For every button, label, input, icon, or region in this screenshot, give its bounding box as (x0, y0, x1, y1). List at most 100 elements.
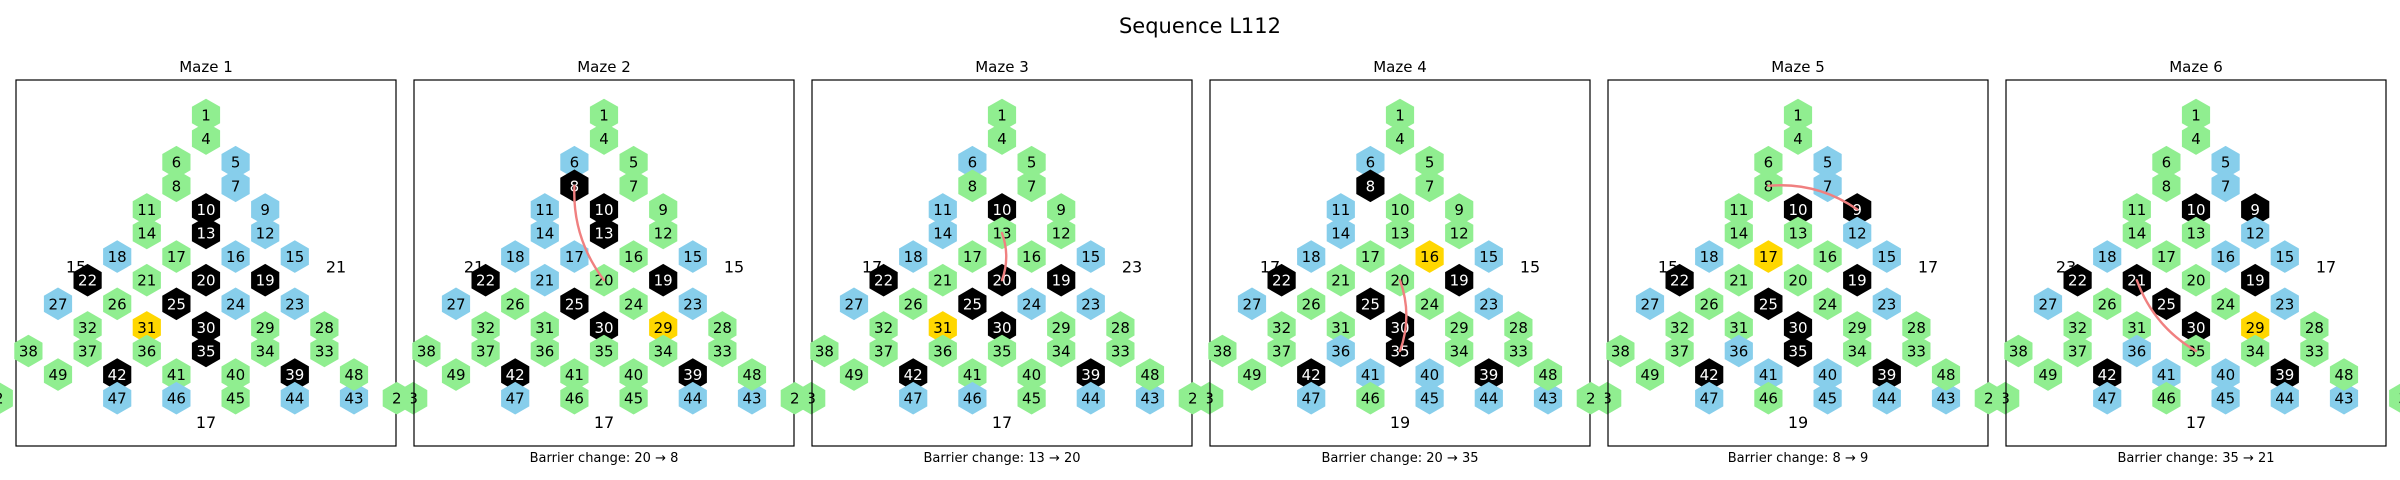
maze-cell: 11 (530, 193, 559, 226)
hex-cell-shape (191, 263, 221, 297)
hex-cell-shape (1135, 358, 1165, 391)
cell-number: 8 (172, 177, 182, 195)
cell-number: 2 (790, 390, 800, 408)
hex-cell-shape (1415, 381, 1444, 415)
maze-cell: 36 (132, 334, 161, 368)
maze-cell: 40 (2211, 358, 2240, 391)
maze-cell: 47 (1297, 381, 1326, 415)
hex-cell-shape (1385, 122, 1415, 155)
hex-cell-shape (1385, 193, 1415, 226)
maze-cell: 16 (1017, 240, 1046, 273)
hex-cell-shape (1208, 334, 1237, 368)
hex-cell-shape (958, 240, 987, 273)
hex-cell-shape (221, 358, 250, 391)
hex-cell-shape (1106, 311, 1135, 344)
hex-cell-shape (2181, 311, 2211, 344)
hex-cell-shape (928, 216, 957, 250)
maze-cell: 15 (678, 240, 707, 273)
maze-cell: 44 (1474, 381, 1503, 415)
cell-number: 45 (1022, 390, 1041, 408)
cell-number: 33 (2305, 343, 2324, 361)
cell-number: 32 (1670, 319, 1689, 337)
cell-number: 11 (535, 201, 554, 219)
hex-cell-shape (869, 311, 898, 344)
maze-cell: 18 (103, 240, 132, 273)
maze-cell: 47 (501, 381, 530, 415)
hex-cell-shape (441, 358, 471, 391)
cell-number: 15 (683, 248, 702, 266)
hex-cell-shape (2152, 145, 2181, 179)
cell-number: 46 (963, 390, 982, 408)
hex-cell-shape (103, 358, 132, 391)
maze-cell: 37 (471, 334, 500, 368)
maze-cell: 31 (132, 311, 161, 344)
maze-cell: 31 (928, 311, 957, 344)
maze-cell: 36 (2122, 334, 2151, 368)
maze-cell: 13 (1783, 216, 1813, 250)
cell-number: 15 (1877, 248, 1896, 266)
hex-cell-shape (2270, 381, 2299, 415)
maze-cell: 11 (2122, 193, 2151, 226)
cell-number: 16 (624, 248, 643, 266)
right-side-label: 17 (1918, 258, 1938, 277)
cell-number: 21 (535, 272, 554, 290)
bottom-side-label: 17 (594, 413, 614, 432)
maze-frame (2005, 79, 2387, 447)
hex-cell-shape (1783, 263, 1813, 297)
barrier-change-caption: Barrier change: 20 → 35 (1321, 451, 1478, 466)
hex-cell-shape (1237, 358, 1267, 391)
maze-cell: 9 (1445, 193, 1474, 226)
maze-cell: 6 (2152, 145, 2181, 179)
cell-number: 16 (226, 248, 245, 266)
right-side-label: 15 (724, 258, 744, 277)
barrier-change-arc (573, 184, 606, 282)
maze-cell: 25 (560, 287, 589, 321)
hex-cell-shape (1017, 381, 1046, 415)
cell-number: 28 (315, 319, 334, 337)
hex-cell-shape (2211, 145, 2240, 179)
maze-cell: 28 (708, 311, 737, 344)
cell-number: 12 (1450, 225, 1469, 243)
hex-cell-shape (678, 240, 707, 273)
cell-number: 49 (844, 366, 863, 384)
maze-cell: 11 (928, 193, 957, 226)
maze-cell: 42 (899, 358, 928, 391)
cell-number: 17 (1361, 248, 1380, 266)
hex-cell-shape (1017, 145, 1046, 179)
maze-cell: 37 (73, 334, 102, 368)
maze-cell: 8 (958, 169, 987, 203)
maze-cell: 16 (221, 240, 250, 273)
cell-number: 11 (1331, 201, 1350, 219)
maze-cell: 24 (619, 287, 648, 321)
hex-cell-shape (73, 263, 102, 297)
hex-cell-shape (708, 311, 737, 344)
cell-number: 28 (1111, 319, 1130, 337)
cell-number: 3 (806, 390, 816, 408)
barrier-change-arc (1398, 279, 1408, 353)
cell-number: 19 (1052, 272, 1071, 290)
maze-cell: 33 (310, 334, 339, 368)
hex-cell-shape (191, 216, 221, 250)
cell-number: 32 (874, 319, 893, 337)
hex-cell-shape (1872, 381, 1901, 415)
hex-cell-shape (1813, 287, 1842, 321)
cell-number: 49 (1640, 366, 1659, 384)
hex-cell-shape (73, 311, 102, 344)
cell-number: 40 (1420, 366, 1439, 384)
cell-number: 38 (19, 343, 38, 361)
maze-cell: 13 (1385, 216, 1415, 250)
cell-number: 10 (594, 201, 613, 219)
hex-cell-shape (1813, 169, 1842, 203)
hex-cell-shape (1695, 381, 1724, 415)
maze-cell: 17 (162, 240, 191, 273)
hex-cell-shape (1504, 334, 1533, 368)
cell-number: 16 (1022, 248, 1041, 266)
cell-number: 16 (2216, 248, 2235, 266)
bottom-side-label: 17 (992, 413, 1012, 432)
cell-number: 43 (742, 390, 761, 408)
maze-cell: 9 (649, 193, 678, 226)
cell-number: 4 (2191, 130, 2201, 148)
cell-number: 6 (570, 154, 580, 172)
maze-cell: 12 (1047, 216, 1076, 250)
cell-number: 4 (1793, 130, 1803, 148)
